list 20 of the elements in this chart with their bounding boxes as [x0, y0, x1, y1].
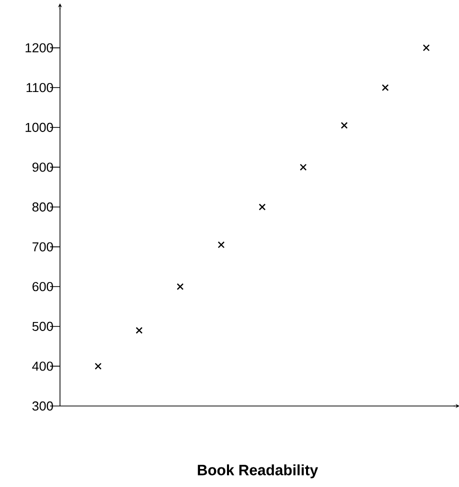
y-tick-label: 800	[32, 202, 53, 212]
y-tick-label: 900	[32, 162, 53, 172]
point	[136, 326, 143, 334]
point	[176, 283, 184, 290]
point	[258, 204, 266, 210]
y-tick-label: 400	[32, 362, 53, 371]
point	[382, 84, 389, 92]
point	[300, 164, 307, 171]
y-tick-label: 700	[32, 242, 53, 252]
point	[422, 44, 430, 52]
y-tick-label: 1000	[26, 122, 53, 132]
y-tick-label: 300	[32, 401, 53, 411]
point	[340, 122, 348, 129]
y-tick-label: 1200	[26, 43, 53, 52]
y-tick-label: 600	[32, 282, 53, 292]
point	[94, 362, 102, 370]
y-tick-label: 1100	[26, 83, 53, 92]
x-axis-title: Book Readability	[198, 464, 318, 478]
y-tick-label: 500	[32, 322, 53, 331]
point	[218, 241, 225, 248]
